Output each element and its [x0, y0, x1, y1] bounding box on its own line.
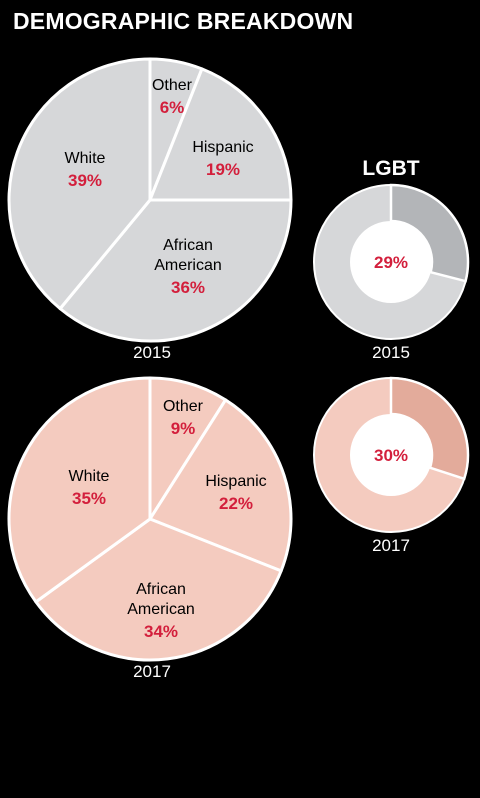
slice-value-label: 35% [72, 489, 106, 508]
slice-label: American [127, 601, 195, 618]
slice-label: White [69, 468, 110, 485]
slice-label: Other [163, 398, 204, 415]
pie-slice-other [148, 376, 228, 521]
slice-value-label: 22% [219, 494, 253, 513]
pie-slice-hispanic [148, 67, 293, 202]
pie-slice-hispanic [148, 398, 293, 573]
pie-slice-african-american [58, 198, 293, 343]
year-label: 2017 [372, 536, 410, 555]
donut-value-label: 30% [374, 446, 408, 465]
slice-value-label: 6% [160, 98, 185, 117]
slice-value-label: 34% [144, 622, 178, 641]
slice-label: African [163, 237, 213, 254]
pie-slice-african-american [34, 517, 283, 662]
slice-value-label: 39% [68, 171, 102, 190]
donut-hole [350, 221, 432, 303]
year-label: 2017 [133, 662, 171, 681]
donut-2015: 29% 2015 [313, 183, 470, 362]
year-label: 2015 [372, 343, 410, 362]
slice-value-label: 9% [171, 419, 196, 438]
donut-value-label: 29% [374, 253, 408, 272]
page-title: DEMOGRAPHIC BREAKDOWN [13, 8, 354, 34]
slice-label: Other [152, 77, 193, 94]
slice-value-label: 19% [206, 160, 240, 179]
pie-2017: Other 9% Hispanic 22% African American 34% Whit… [7, 376, 293, 681]
pie-2015: Other 6% Hispanic 19% African American 36% Whit… [7, 57, 293, 362]
slice-label: Hispanic [205, 473, 266, 490]
slice-value-label: 36% [171, 278, 205, 297]
donut-2017: 30% 2017 [313, 376, 470, 555]
lgbt-heading: LGBT [362, 157, 419, 180]
donut-hole [350, 414, 432, 496]
slice-label: White [65, 150, 106, 167]
slice-label: African [136, 581, 186, 598]
slice-label: American [154, 257, 222, 274]
slice-label: Hispanic [192, 139, 253, 156]
pie-slice-white [7, 376, 152, 604]
year-label: 2015 [133, 343, 171, 362]
pie-slice-white [7, 57, 152, 311]
